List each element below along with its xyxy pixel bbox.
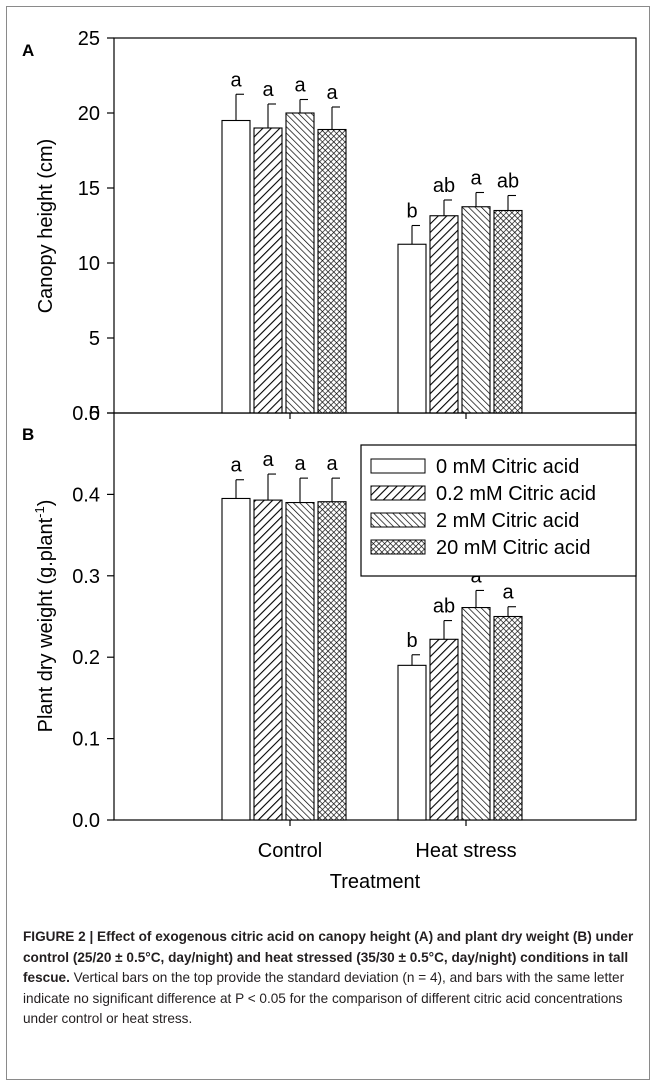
caption-title: FIGURE 2 | Effect of exogenous citric ac…: [23, 929, 634, 986]
significance-letter: b: [406, 630, 417, 652]
panel-label-b: B: [22, 425, 34, 444]
bar: [461, 206, 491, 414]
y-ticks-b: 0.0 0.1 0.2 0.3 0.4 0.5: [72, 403, 467, 832]
y-tick-label: 0.0: [72, 810, 100, 832]
y-tick-label: 0.3: [72, 566, 100, 588]
significance-letter: a: [470, 168, 482, 190]
significance-letter: a: [294, 453, 306, 475]
significance-letter: a: [230, 455, 242, 477]
y-tick-label: 0.5: [72, 403, 100, 425]
bar: [221, 497, 251, 821]
bar: [493, 615, 523, 821]
bar: [429, 215, 459, 414]
legend: 0 mM Citric acid 0.2 mM Citric acid 2 mM C…: [360, 444, 637, 577]
figure-caption: FIGURE 2 | Effect of exogenous citric ac…: [23, 927, 635, 1030]
y-axis-label-b: Plant dry weight (g.plant-1): [32, 500, 57, 733]
significance-letter: ab: [497, 171, 519, 193]
significance-letter: a: [326, 82, 338, 104]
significance-letter: a: [502, 582, 514, 604]
significance-letter: a: [294, 75, 306, 97]
bar: [317, 128, 347, 414]
x-category-label: Control: [258, 840, 322, 862]
bar: [253, 127, 283, 414]
y-tick-label: 0: [89, 403, 100, 425]
bar: [397, 664, 427, 821]
bar: [317, 501, 347, 821]
significance-letter: b: [406, 201, 417, 223]
significance-letter: a: [230, 69, 242, 91]
significance-letter: a: [262, 79, 274, 101]
legend-label: 0.2 mM Citric acid: [436, 483, 596, 505]
legend-swatch: [370, 458, 426, 474]
legend-swatch: [370, 539, 426, 555]
panel-b: B Plant dry weight (g.plant-1) 0.0 0.1 0.2…: [22, 403, 637, 893]
x-categories-b: Control Heat stress: [258, 840, 517, 862]
plot-frame-a: [113, 37, 637, 414]
y-tick-label: 5: [89, 328, 100, 350]
legend-swatch: [370, 485, 426, 501]
bar: [221, 119, 251, 414]
caption-body: Vertical bars on the top provide the sta…: [23, 970, 625, 1027]
y-axis-label-a: Canopy height (cm): [35, 139, 57, 314]
y-tick-label: 0.2: [72, 647, 100, 669]
y-tick-label: 10: [78, 253, 100, 275]
legend-label: 0 mM Citric acid: [436, 456, 579, 478]
y-tick-label: 20: [78, 103, 100, 125]
significance-letter: ab: [433, 175, 455, 197]
y-tick-label: 15: [78, 178, 100, 200]
x-category-label: Heat stress: [415, 840, 516, 862]
bar: [429, 638, 459, 821]
y-ticks-a: 0 5 10 15 20 25: [78, 28, 467, 425]
bar: [461, 606, 491, 821]
significance-letter: ab: [433, 596, 455, 618]
legend-swatch: [370, 512, 426, 528]
plot-frame-b: [113, 412, 637, 821]
bar: [397, 243, 427, 414]
bar: [253, 499, 283, 821]
legend-label: 2 mM Citric acid: [436, 510, 579, 532]
y-tick-label: 0.4: [72, 484, 100, 506]
bar: [285, 501, 315, 821]
legend-label: 20 mM Citric acid: [436, 537, 590, 559]
y-tick-label: 0.1: [72, 729, 100, 751]
x-axis-label: Treatment: [330, 871, 421, 893]
panel-label-a: A: [22, 41, 34, 60]
y-tick-label: 25: [78, 28, 100, 50]
bar: [493, 209, 523, 414]
significance-letter: a: [326, 453, 338, 475]
significance-letter: a: [262, 449, 274, 471]
bar: [285, 112, 315, 414]
